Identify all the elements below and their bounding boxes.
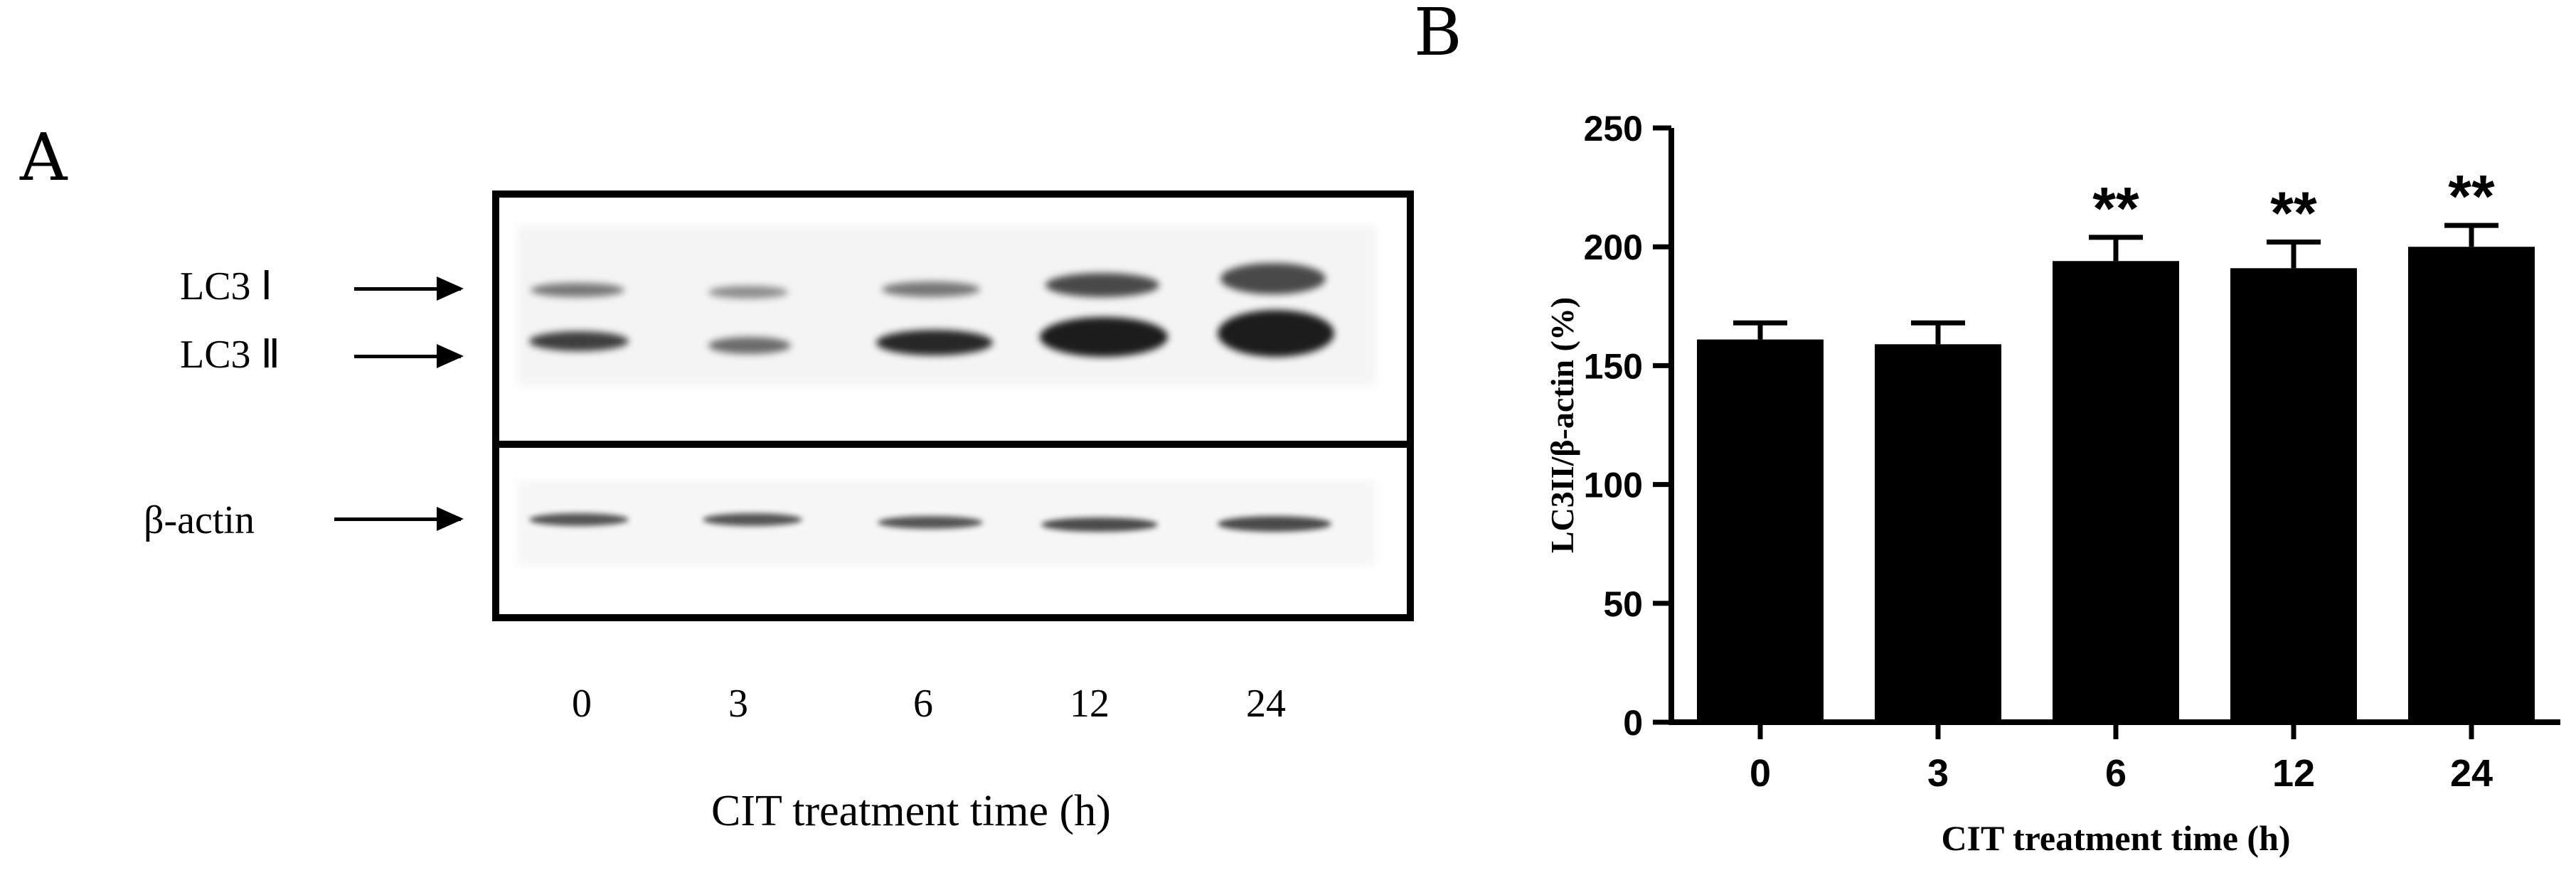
- bar: [2230, 268, 2357, 722]
- y-tick-label: 0: [1623, 703, 1643, 743]
- band-lc3-i: [1220, 263, 1326, 294]
- panel-b-letter: B: [1414, 0, 1462, 70]
- arrow-lc3-ii-icon: [354, 344, 464, 368]
- significance-marker: **: [2092, 175, 2139, 242]
- band-beta-actin: [1041, 517, 1158, 532]
- y-tick-label: 50: [1603, 584, 1643, 624]
- bar: [2408, 247, 2535, 722]
- lane-label: 6: [913, 682, 933, 726]
- band-lc3-i: [1045, 273, 1159, 297]
- western-blot-image: [492, 191, 1414, 621]
- band-lc3-ii: [708, 337, 791, 354]
- band-lc3-ii: [1218, 310, 1334, 357]
- arrow-lc3-i-icon: [354, 277, 464, 301]
- y-axis-label: LC3II/β-actin (%): [1544, 297, 1580, 553]
- band-label-lc3-ii: LC3 Ⅱ: [180, 333, 281, 377]
- x-tick-label: 3: [1927, 752, 1949, 795]
- lane-label: 3: [728, 682, 748, 726]
- y-tick-label: 100: [1584, 466, 1643, 505]
- panel-a-letter: A: [20, 119, 68, 195]
- arrow-beta-actin-icon: [334, 507, 464, 531]
- bar: [2053, 261, 2179, 722]
- band-beta-actin: [703, 513, 802, 526]
- y-tick-label: 150: [1584, 346, 1643, 386]
- band-lc3-ii: [529, 331, 629, 351]
- bar: [1875, 344, 2001, 723]
- band-lc3-ii: [876, 330, 993, 355]
- x-tick-label: 12: [2272, 752, 2315, 795]
- significance-marker: **: [2270, 180, 2317, 247]
- band-beta-actin: [529, 513, 629, 526]
- y-tick-label: 250: [1584, 109, 1643, 149]
- blot-background-upper: [518, 226, 1375, 385]
- y-tick-label: 200: [1584, 227, 1643, 267]
- x-tick-label: 24: [2450, 752, 2493, 795]
- band-label-beta-actin: β-actin: [144, 498, 255, 542]
- x-axis-label: CIT treatment time (h): [1941, 818, 2290, 858]
- bar: [1697, 339, 1824, 723]
- x-tick-label: 6: [2105, 752, 2127, 795]
- band-beta-actin: [878, 516, 983, 529]
- lane-label: 0: [572, 682, 592, 726]
- blot-x-axis-label: CIT treatment time (h): [711, 787, 1111, 835]
- lane-label: 24: [1246, 682, 1286, 726]
- x-tick-label: 0: [1750, 752, 1771, 795]
- band-lc3-i: [531, 283, 624, 297]
- band-beta-actin: [1218, 516, 1331, 532]
- blot-divider: [499, 441, 1407, 448]
- band-lc3-i: [708, 286, 788, 299]
- band-lc3-ii: [1040, 317, 1168, 357]
- band-lc3-i: [882, 281, 980, 297]
- significance-marker: **: [2448, 163, 2495, 230]
- lane-label: 12: [1070, 682, 1109, 726]
- band-label-lc3-i: LC3 Ⅰ: [180, 264, 273, 308]
